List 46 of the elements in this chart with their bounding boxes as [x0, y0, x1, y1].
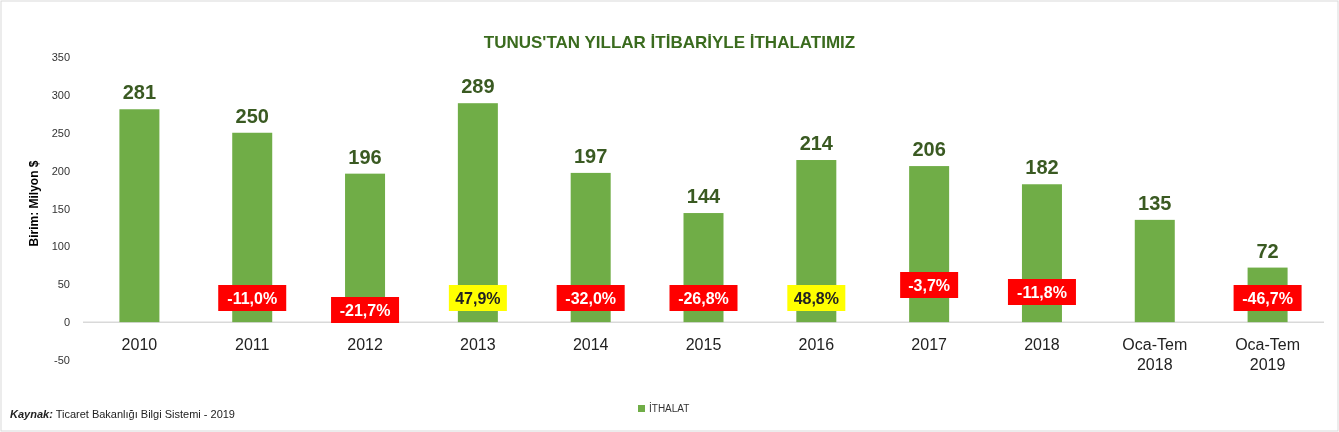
bar [1134, 219, 1175, 323]
data-label: 135 [1138, 191, 1172, 214]
y-tick-label: 350 [51, 51, 70, 63]
y-tick-label: -50 [54, 354, 70, 366]
y-tick-label: 200 [51, 164, 70, 177]
data-label: 196 [348, 145, 382, 168]
y-tick-label: 250 [51, 126, 70, 139]
annotation: -11,8% [1017, 284, 1067, 301]
annotation: -32,0% [565, 290, 617, 307]
data-label: 214 [799, 132, 834, 155]
data-label: 144 [686, 185, 722, 208]
annotation: -11,0% [227, 290, 278, 307]
y-axis-title: Birim: Milyon $ [27, 160, 41, 247]
x-tick-label: 2010 [121, 336, 158, 354]
data-label: 250 [235, 104, 269, 127]
annotation: -3,7% [908, 277, 951, 294]
x-tick-label: Oca-Tem 2018 [1122, 336, 1188, 374]
y-tick-label: 150 [51, 202, 70, 215]
x-tick-label: 2018 [1024, 336, 1060, 354]
x-tick-label: Oca-Tem 2019 [1235, 336, 1301, 374]
annotation: -26,8% [678, 290, 729, 307]
chart-title: TUNUS'TAN YILLAR İTİBARİYLE İTHALATIMIZ [483, 33, 856, 52]
data-label: 281 [122, 81, 157, 104]
data-label: 197 [573, 144, 608, 167]
data-label: 182 [1025, 156, 1059, 179]
y-tick-label: 100 [51, 240, 70, 253]
text: Kaynak: Ticaret Bakanlığı Bilgi Sistemi - 2019 [10, 408, 235, 420]
x-tick-label: 2013 [460, 336, 496, 354]
x-tick-label: 2014 [572, 336, 609, 354]
y-tick-label: 50 [57, 278, 70, 291]
data-label: 72 [1256, 239, 1279, 262]
legend-label: İTHALAT [649, 402, 690, 414]
annotation: 48,8% [793, 290, 840, 307]
data-label: 206 [912, 138, 946, 161]
y-tick-label: 300 [51, 88, 70, 101]
x-tick-label: 2016 [798, 336, 835, 354]
annotation: -46,7% [1242, 290, 1293, 307]
annotation: 47,9% [455, 290, 501, 307]
annotation: -21,7% [339, 302, 391, 319]
x-tick-label: 2017 [911, 336, 948, 354]
x-tick-label: 2011 [235, 336, 270, 354]
x-tick-label: 2015 [685, 336, 722, 354]
y-tick-label: 0 [63, 316, 70, 329]
bar [119, 109, 160, 323]
x-tick-label: 2012 [347, 336, 383, 354]
data-label: 289 [461, 75, 495, 98]
